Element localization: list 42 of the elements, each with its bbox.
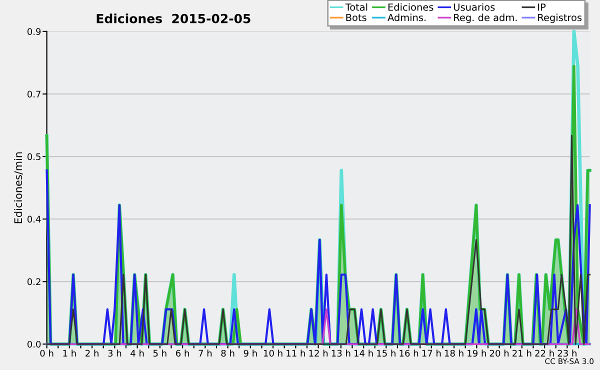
x-tick-label: 9 h xyxy=(244,350,257,357)
x-tick-label: 1 h xyxy=(63,350,76,357)
chart-title: Ediciones 2015-02-05 xyxy=(96,14,250,24)
x-tick-label: 14 h xyxy=(354,350,373,357)
x-tick-label: 11 h xyxy=(286,350,305,357)
x-tick-label: 5 h xyxy=(153,350,166,357)
legend-label: IP xyxy=(538,4,546,11)
x-tick-label: 21 h xyxy=(512,350,532,357)
legend-label: Usuarios xyxy=(454,3,495,11)
x-tick-label: 22 h xyxy=(535,350,554,357)
x-tick-label: 13 h xyxy=(332,350,350,357)
x-tick-label: 3 h xyxy=(108,350,122,357)
y-tick-label: 0.2 xyxy=(27,278,40,286)
x-tick-label: 23 h xyxy=(558,350,576,357)
legend-label: Ediciones xyxy=(388,3,434,11)
x-tick-label: 20 h xyxy=(490,350,509,357)
x-tick-label: 16 h xyxy=(400,350,418,357)
y-axis-title: Ediciones/min xyxy=(14,152,23,224)
line-series xyxy=(46,134,591,345)
legend-label: Reg. de adm. xyxy=(454,14,517,24)
x-tick-label: 7 h xyxy=(198,350,212,357)
x-tick-label: 0 h xyxy=(40,350,54,357)
legend-label: Bots xyxy=(346,14,366,22)
line-series xyxy=(46,169,591,346)
legend-label: Registros xyxy=(538,14,582,24)
y-tick-label: 0.7 xyxy=(27,90,40,98)
x-tick-label: 18 h xyxy=(445,350,464,357)
x-tick-label: 8 h xyxy=(221,350,234,357)
x-tick-label: 10 h xyxy=(264,350,282,357)
y-tick-label: 0.9 xyxy=(27,28,41,36)
x-tick-label: 17 h xyxy=(422,350,441,357)
y-tick-label: 0.5 xyxy=(27,153,40,160)
x-tick-label: 2 h xyxy=(86,350,98,357)
x-tick-label: 19 h xyxy=(468,350,486,357)
y-tick-label: 0.4 xyxy=(27,216,41,223)
x-tick-label: 6 h xyxy=(176,350,189,357)
y-tick-label: 0.0 xyxy=(27,340,41,348)
x-tick-label: 15 h xyxy=(377,350,396,357)
x-tick-label: 12 h xyxy=(309,350,328,357)
legend-label: Admins. xyxy=(388,14,426,22)
x-tick-label: 4 h xyxy=(130,350,144,357)
legend-label: Total xyxy=(345,3,368,11)
